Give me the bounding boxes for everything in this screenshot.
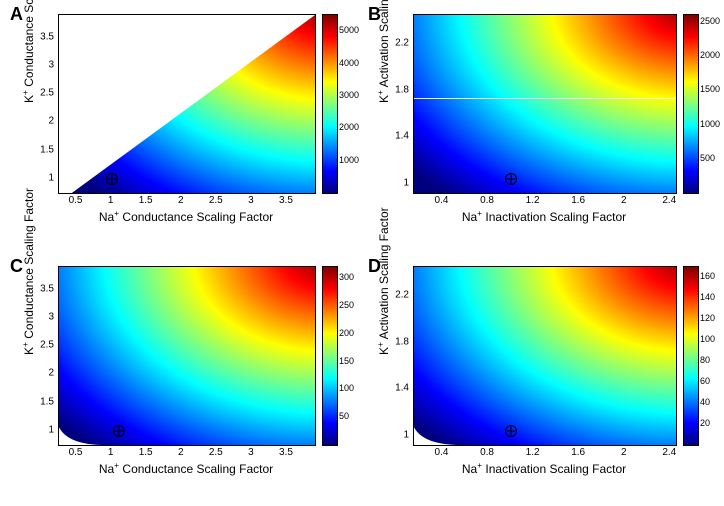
- y-axis-label: K+ Conductance Scaling Factor: [20, 0, 36, 103]
- xtick: 0.4: [435, 195, 449, 206]
- xtick: 1.5: [139, 195, 153, 206]
- x-axis-label: Na+ Inactivation Scaling Factor: [462, 460, 626, 476]
- colorbar-tick: 5000: [339, 25, 359, 35]
- ytick: 1.5: [34, 396, 54, 407]
- reference-marker: [106, 173, 118, 185]
- xtick: 2.5: [209, 195, 223, 206]
- colorbar-tick: 300: [339, 272, 354, 282]
- ytick: 1.5: [34, 144, 54, 155]
- xtick: 3.5: [279, 195, 293, 206]
- colorbar-tick: 3000: [339, 90, 359, 100]
- xtick: 2: [621, 195, 627, 206]
- ytick: 1.4: [389, 131, 409, 142]
- colorbar-tick: 2000: [339, 122, 359, 132]
- xtick: 1.6: [571, 195, 585, 206]
- xtick: 2.4: [662, 195, 676, 206]
- colorbar-tick: 100: [339, 383, 354, 393]
- reference-line: [414, 98, 676, 99]
- reference-marker: [505, 173, 517, 185]
- y-axis-label: K+ Conductance Scaling Factor: [20, 188, 36, 355]
- xtick: 2.4: [662, 447, 676, 458]
- colorbar-tick: 160: [700, 271, 715, 281]
- heatmap-b: [413, 14, 677, 194]
- ytick: 1: [34, 172, 54, 183]
- xtick: 0.5: [69, 195, 83, 206]
- ytick: 1.8: [389, 84, 409, 95]
- ytick: 3: [34, 311, 54, 322]
- ytick: 2: [34, 368, 54, 379]
- ytick: 3.5: [34, 283, 54, 294]
- xtick: 2: [178, 195, 184, 206]
- colorbar-tick: 20: [700, 418, 710, 428]
- xtick: 0.5: [69, 447, 83, 458]
- x-axis-label: Na+ Conductance Scaling Factor: [99, 460, 273, 476]
- y-axis-label: K+ Activation Scaling Factor: [375, 207, 391, 355]
- colorbar-tick: 60: [700, 376, 710, 386]
- xtick: 0.4: [435, 447, 449, 458]
- ytick: 1.4: [389, 383, 409, 394]
- xtick: 3.5: [279, 447, 293, 458]
- ytick: 2.5: [34, 88, 54, 99]
- xtick: 0.8: [480, 447, 494, 458]
- ytick: 3.5: [34, 31, 54, 42]
- xtick: 1.2: [526, 195, 540, 206]
- xtick: 3: [248, 195, 254, 206]
- colorbar-tick: 1500: [700, 84, 720, 94]
- ytick: 2.2: [389, 290, 409, 301]
- heatmap-a: [58, 14, 316, 194]
- xtick: 3: [248, 447, 254, 458]
- xtick: 2.5: [209, 447, 223, 458]
- reference-marker: [113, 425, 125, 437]
- colorbar-tick: 120: [700, 313, 715, 323]
- ytick: 1: [34, 424, 54, 435]
- colorbar-tick: 4000: [339, 58, 359, 68]
- ytick: 2.5: [34, 340, 54, 351]
- xtick: 1.6: [571, 447, 585, 458]
- colorbar-tick: 1000: [700, 119, 720, 129]
- ytick: 2.2: [389, 38, 409, 49]
- xtick: 1.5: [139, 447, 153, 458]
- colorbar-tick: 2500: [700, 16, 720, 26]
- colorbar-tick: 40: [700, 397, 710, 407]
- colorbar-tick: 2000: [700, 50, 720, 60]
- heatmap-c: [58, 266, 316, 446]
- ytick: 1: [389, 177, 409, 188]
- x-axis-label: Na+ Inactivation Scaling Factor: [462, 208, 626, 224]
- heatmap-d: [413, 266, 677, 446]
- colorbar-tick: 200: [339, 328, 354, 338]
- xtick: 1: [108, 447, 114, 458]
- ytick: 1: [389, 429, 409, 440]
- ytick: 2: [34, 116, 54, 127]
- xtick: 0.8: [480, 195, 494, 206]
- colorbar-tick: 140: [700, 292, 715, 302]
- x-axis-label: Na+ Conductance Scaling Factor: [99, 208, 273, 224]
- colorbar-c: [322, 266, 338, 446]
- xtick: 2: [621, 447, 627, 458]
- colorbar-tick: 100: [700, 334, 715, 344]
- ytick: 3: [34, 59, 54, 70]
- colorbar-d: [683, 266, 699, 446]
- ytick: 1.8: [389, 336, 409, 347]
- xtick: 1.2: [526, 447, 540, 458]
- colorbar-tick: 1000: [339, 155, 359, 165]
- xtick: 1: [108, 195, 114, 206]
- colorbar-tick: 80: [700, 355, 710, 365]
- reference-marker: [505, 425, 517, 437]
- colorbar-tick: 250: [339, 300, 354, 310]
- xtick: 2: [178, 447, 184, 458]
- colorbar-tick: 500: [700, 153, 715, 163]
- y-axis-label: K+ Activation Scaling Factor: [375, 0, 391, 103]
- colorbar-tick: 150: [339, 356, 354, 366]
- colorbar-b: [683, 14, 699, 194]
- colorbar-a: [322, 14, 338, 194]
- colorbar-tick: 50: [339, 411, 349, 421]
